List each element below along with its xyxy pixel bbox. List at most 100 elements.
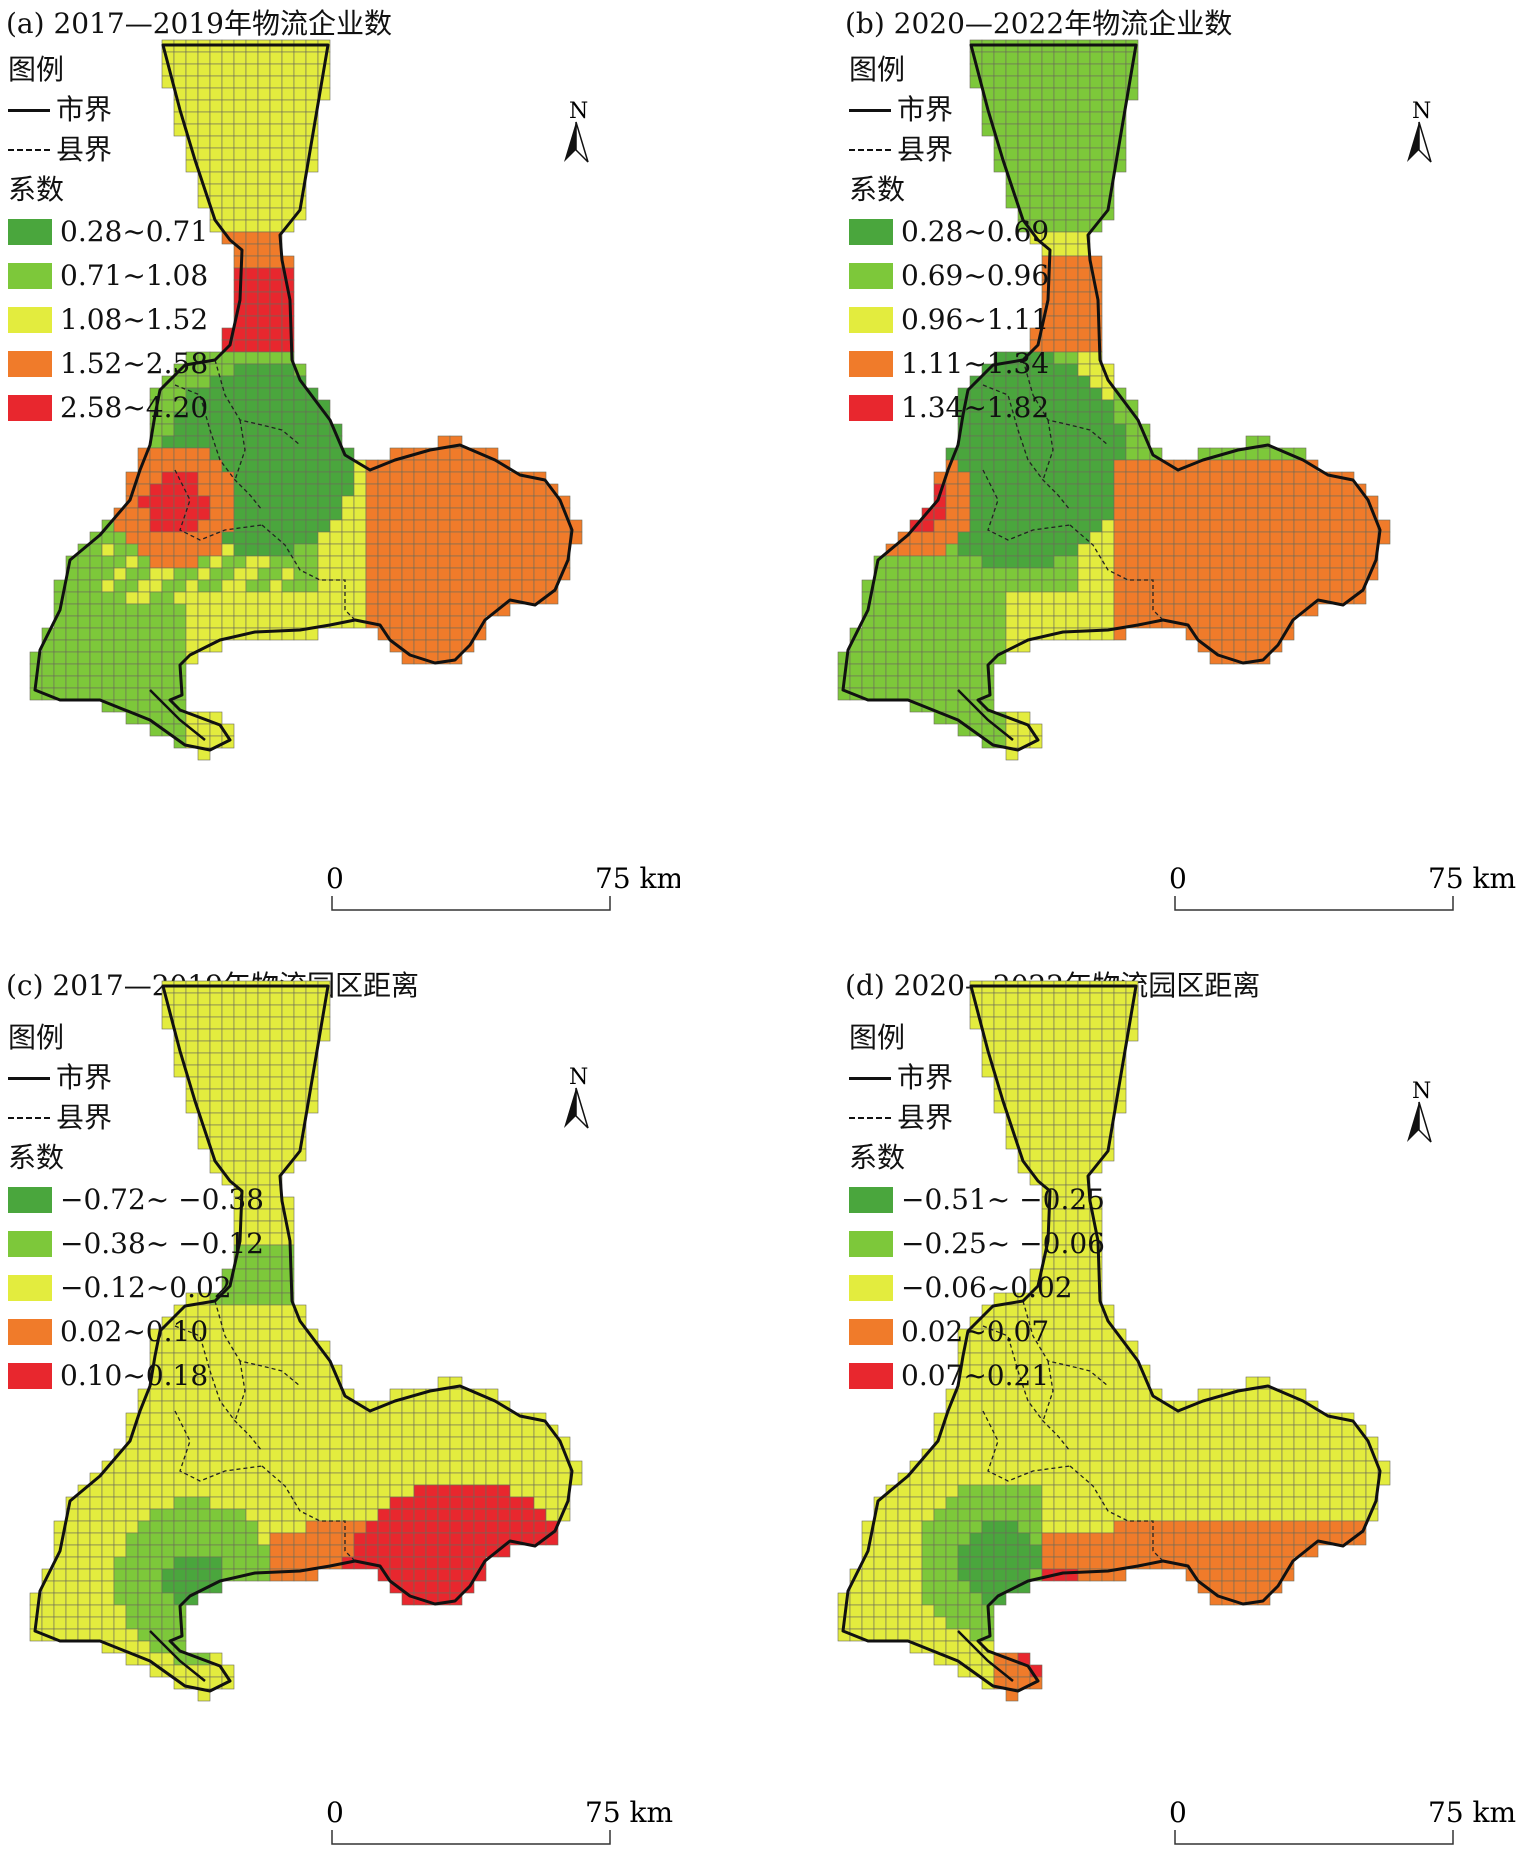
grid-cell xyxy=(317,447,331,461)
grid-cell xyxy=(233,327,247,341)
grid-cell xyxy=(1101,423,1115,437)
grid-cell xyxy=(933,687,947,701)
grid-cell xyxy=(221,63,235,77)
grid-cell xyxy=(1233,579,1247,593)
grid-cell xyxy=(269,1424,283,1438)
grid-cell xyxy=(233,543,247,557)
grid-cell xyxy=(293,1328,307,1342)
grid-cell xyxy=(233,1556,247,1570)
grid-cell xyxy=(1137,531,1151,545)
grid-cell xyxy=(1005,483,1019,497)
grid-cell xyxy=(933,603,947,617)
grid-cell xyxy=(449,591,463,605)
grid-cell xyxy=(353,1412,367,1426)
grid-cell xyxy=(1077,63,1091,77)
grid-cell xyxy=(1005,579,1019,593)
grid-cell xyxy=(281,603,295,617)
grid-cell xyxy=(1293,1520,1307,1534)
grid-cell xyxy=(1065,1556,1079,1570)
grid-cell xyxy=(485,1532,499,1546)
grid-cell xyxy=(281,195,295,209)
grid-cell xyxy=(401,507,415,521)
grid-cell xyxy=(1149,471,1163,485)
grid-cell xyxy=(1053,1508,1067,1522)
grid-cell xyxy=(1113,1472,1127,1486)
grid-cell xyxy=(401,555,415,569)
grid-cell xyxy=(245,291,259,305)
grid-cell xyxy=(233,123,247,137)
grid-cell xyxy=(149,519,163,533)
grid-cell xyxy=(185,1580,199,1594)
grid-cell xyxy=(1161,483,1175,497)
grid-cell xyxy=(413,1412,427,1426)
grid-cell xyxy=(305,1544,319,1558)
grid-cell xyxy=(1221,627,1235,641)
grid-cell xyxy=(197,1532,211,1546)
grid-cell xyxy=(1209,1532,1223,1546)
grid-cell xyxy=(113,627,127,641)
grid-cell xyxy=(909,675,923,689)
grid-cell xyxy=(209,1424,223,1438)
grid-cell xyxy=(1341,1508,1355,1522)
grid-cell xyxy=(221,195,235,209)
grid-cell xyxy=(497,1496,511,1510)
grid-cell xyxy=(1017,471,1031,485)
grid-cell xyxy=(113,531,127,545)
grid-cell xyxy=(221,1508,235,1522)
grid-cell xyxy=(401,1532,415,1546)
grid-cell xyxy=(1149,1436,1163,1450)
legend-county-boundary: 县界 xyxy=(8,130,208,170)
grid-cell xyxy=(1089,123,1103,137)
grid-cell xyxy=(1317,519,1331,533)
grid-cell xyxy=(425,543,439,557)
grid-cell xyxy=(197,627,211,641)
grid-cell xyxy=(1281,531,1295,545)
grid-cell xyxy=(1089,303,1103,317)
grid-cell xyxy=(933,1604,947,1618)
grid-cell xyxy=(1161,1472,1175,1486)
grid-cell xyxy=(77,1496,91,1510)
grid-cell xyxy=(305,423,319,437)
grid-cell xyxy=(413,1556,427,1570)
grid-cell xyxy=(1125,1532,1139,1546)
grid-cell xyxy=(1305,531,1319,545)
grid-cell xyxy=(173,1484,187,1498)
grid-cell xyxy=(281,1340,295,1354)
grid-cell xyxy=(1089,591,1103,605)
grid-cell xyxy=(413,603,427,617)
grid-cell xyxy=(1077,471,1091,485)
grid-cell xyxy=(257,111,271,125)
grid-cell xyxy=(1293,471,1307,485)
legend: 图例 市界 县界 系数 −0.72~ −0.38 −0.38~ −0.12 −0… xyxy=(8,1018,264,1398)
grid-cell xyxy=(957,1448,971,1462)
grid-cell xyxy=(209,531,223,545)
grid-cell xyxy=(1353,1508,1367,1522)
grid-cell xyxy=(269,75,283,89)
grid-cell xyxy=(1137,1472,1151,1486)
grid-cell xyxy=(257,195,271,209)
grid-cell xyxy=(1017,591,1031,605)
grid-cell xyxy=(149,1436,163,1450)
grid-cell xyxy=(1101,519,1115,533)
grid-cell xyxy=(933,1472,947,1486)
grid-cell xyxy=(437,1568,451,1582)
grid-cell xyxy=(257,1532,271,1546)
grid-cell xyxy=(461,471,475,485)
grid-cell xyxy=(957,627,971,641)
grid-cell xyxy=(65,1544,79,1558)
grid-cell xyxy=(1101,111,1115,125)
grid-cell xyxy=(1233,603,1247,617)
grid-cell xyxy=(1053,339,1067,353)
grid-cell xyxy=(1065,1484,1079,1498)
grid-cell xyxy=(233,423,247,437)
grid-cell xyxy=(1077,1472,1091,1486)
grid-cell xyxy=(981,495,995,509)
grid-cell xyxy=(317,1496,331,1510)
grid-cell xyxy=(1161,507,1175,521)
grid-cell xyxy=(909,1532,923,1546)
grid-cell xyxy=(993,1400,1007,1414)
grid-cell xyxy=(437,591,451,605)
grid-cell xyxy=(101,1616,115,1630)
grid-cell xyxy=(1329,1424,1343,1438)
grid-cell xyxy=(1233,1532,1247,1546)
